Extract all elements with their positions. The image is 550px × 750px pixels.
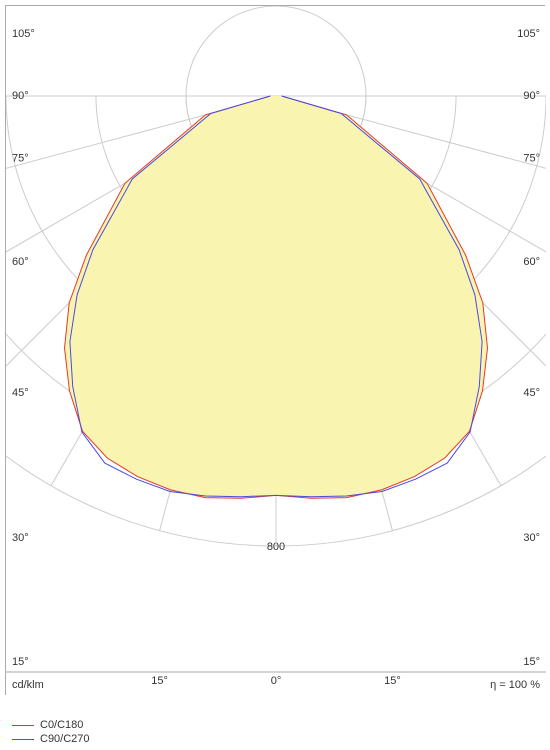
svg-text:105°: 105° bbox=[517, 28, 540, 40]
svg-text:60°: 60° bbox=[12, 256, 29, 268]
legend-label: C0/C180 bbox=[40, 719, 83, 731]
svg-text:15°: 15° bbox=[12, 656, 29, 668]
legend-item: C90/C270 bbox=[12, 732, 90, 746]
svg-text:75°: 75° bbox=[12, 152, 29, 164]
legend-label: C90/C270 bbox=[40, 733, 90, 745]
svg-text:30°: 30° bbox=[12, 532, 29, 544]
svg-text:15°: 15° bbox=[384, 675, 401, 687]
svg-text:30°: 30° bbox=[523, 532, 540, 544]
legend-swatch bbox=[12, 725, 34, 726]
svg-text:0°: 0° bbox=[271, 675, 282, 687]
svg-text:90°: 90° bbox=[523, 90, 540, 102]
svg-text:cd/klm: cd/klm bbox=[12, 679, 44, 691]
svg-text:105°: 105° bbox=[12, 28, 35, 40]
svg-text:90°: 90° bbox=[12, 90, 29, 102]
polar-chart-svg: 320480640800105°105°90°90°75°75°60°60°45… bbox=[6, 6, 546, 696]
polar-chart-container: 320480640800105°105°90°90°75°75°60°60°45… bbox=[5, 5, 545, 695]
svg-text:15°: 15° bbox=[151, 675, 168, 687]
svg-text:15°: 15° bbox=[523, 656, 540, 668]
svg-text:η = 100 %: η = 100 % bbox=[490, 679, 540, 691]
svg-text:45°: 45° bbox=[523, 387, 540, 399]
svg-text:75°: 75° bbox=[523, 152, 540, 164]
legend-item: C0/C180 bbox=[12, 718, 90, 732]
svg-text:45°: 45° bbox=[12, 387, 29, 399]
legend: C0/C180 C90/C270 bbox=[12, 718, 90, 746]
svg-text:60°: 60° bbox=[523, 256, 540, 268]
legend-swatch bbox=[12, 739, 34, 740]
